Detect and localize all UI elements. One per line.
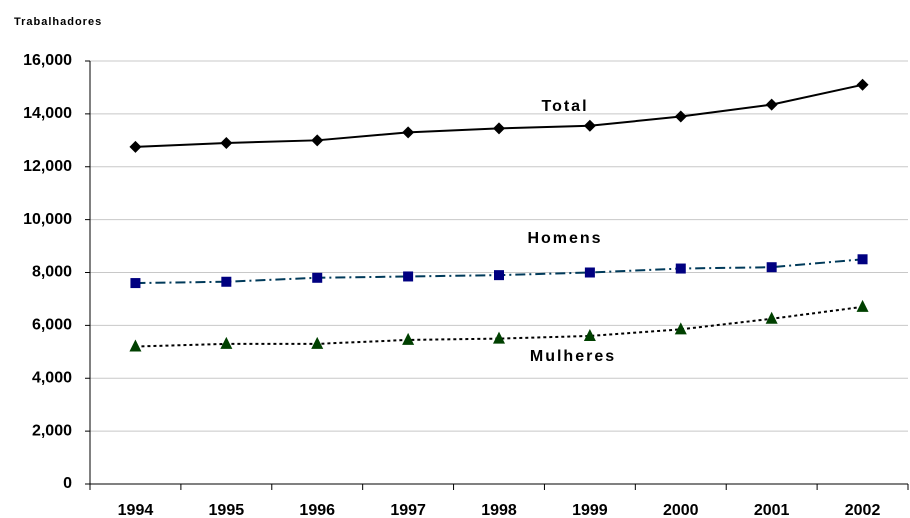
x-tick-label: 2002 (845, 502, 881, 518)
x-tick-label: 2001 (754, 502, 790, 518)
y-tick-label: 14,000 (23, 105, 72, 122)
marker (403, 271, 414, 282)
marker (493, 331, 505, 344)
y-tick-label: 4,000 (32, 369, 72, 386)
x-tick-label: 1999 (572, 502, 608, 518)
marker (220, 336, 233, 349)
marker (129, 339, 142, 352)
marker (857, 254, 868, 265)
x-tick-label: 1996 (299, 502, 335, 518)
x-tick-label: 1997 (390, 502, 426, 518)
marker (766, 262, 777, 273)
marker (493, 122, 505, 135)
x-tick-label: 1998 (481, 502, 517, 518)
marker (765, 98, 778, 111)
marker (312, 272, 323, 283)
marker (765, 311, 778, 324)
marker (494, 270, 504, 281)
y-axis-label: Trabalhadores (14, 16, 102, 28)
y-tick-label: 0 (63, 475, 72, 492)
series-label: Total (541, 98, 588, 115)
y-tick-label: 12,000 (23, 158, 72, 175)
y-tick-label: 6,000 (32, 317, 72, 334)
marker (856, 78, 869, 91)
marker (674, 110, 687, 123)
marker (674, 322, 687, 335)
marker (402, 332, 415, 345)
marker (402, 126, 415, 139)
marker (311, 336, 324, 349)
series-line (135, 83, 863, 148)
series-label: Mulheres (530, 348, 616, 365)
marker (584, 267, 595, 278)
x-tick-label: 1994 (118, 502, 154, 518)
marker (583, 328, 596, 341)
y-tick-label: 16,000 (23, 52, 72, 69)
y-tick-label: 2,000 (32, 422, 72, 439)
marker (221, 276, 232, 287)
y-tick-label: 8,000 (32, 264, 72, 281)
marker (129, 140, 142, 153)
x-tick-label: 2000 (663, 502, 699, 518)
marker (583, 119, 596, 132)
marker (856, 299, 869, 312)
marker (220, 136, 233, 149)
marker (311, 134, 324, 147)
y-tick-label: 10,000 (23, 211, 72, 228)
marker (675, 263, 686, 274)
series-label: Homens (527, 230, 602, 247)
x-tick-label: 1995 (209, 502, 245, 518)
marker (130, 278, 141, 289)
series-line (135, 305, 863, 348)
